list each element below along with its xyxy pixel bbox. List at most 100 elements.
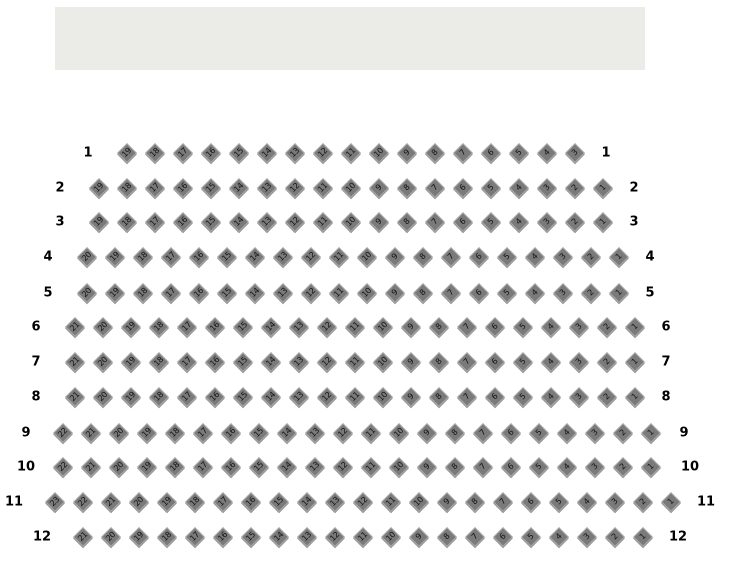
seat[interactable]: 4 [537,143,557,163]
seat[interactable]: 3 [569,387,589,407]
seat[interactable]: 8 [413,247,433,267]
seat[interactable]: 15 [217,247,237,267]
seat[interactable]: 10 [389,423,409,443]
seat[interactable]: 14 [277,423,297,443]
seat[interactable]: 11 [329,247,349,267]
seat[interactable]: 2 [613,457,633,477]
seat[interactable]: 6 [485,387,505,407]
seat[interactable]: 10 [409,492,429,512]
seat[interactable]: 5 [497,247,517,267]
seat[interactable]: 21 [65,387,85,407]
seat[interactable]: 1 [593,178,613,198]
seat[interactable]: 4 [509,212,529,232]
seat[interactable]: 19 [137,457,157,477]
seat[interactable]: 10 [373,387,393,407]
seat[interactable]: 14 [257,143,277,163]
seat[interactable]: 8 [429,387,449,407]
seat[interactable]: 9 [401,317,421,337]
seat[interactable]: 16 [213,527,233,547]
seat[interactable]: 9 [385,283,405,303]
seat[interactable]: 20 [93,387,113,407]
seat[interactable]: 13 [257,212,277,232]
seat[interactable]: 20 [109,457,129,477]
seat[interactable]: 12 [301,283,321,303]
seat[interactable]: 12 [313,143,333,163]
seat[interactable]: 5 [529,457,549,477]
seat[interactable]: 8 [429,317,449,337]
seat[interactable]: 17 [177,387,197,407]
seat[interactable]: 7 [473,457,493,477]
seat[interactable]: 11 [353,527,373,547]
seat[interactable]: 15 [249,457,269,477]
seat[interactable]: 14 [245,283,265,303]
seat[interactable]: 14 [269,527,289,547]
seat[interactable]: 14 [245,247,265,267]
seat[interactable]: 13 [325,492,345,512]
seat[interactable]: 14 [261,387,281,407]
seat[interactable]: 19 [89,212,109,232]
seat[interactable]: 4 [557,423,577,443]
seat[interactable]: 13 [289,387,309,407]
seat[interactable]: 3 [585,457,605,477]
seat[interactable]: 19 [129,527,149,547]
seat[interactable]: 9 [397,143,417,163]
seat[interactable]: 15 [233,387,253,407]
seat[interactable]: 14 [229,212,249,232]
seat[interactable]: 2 [605,527,625,547]
seat[interactable]: 1 [625,387,645,407]
seat[interactable]: 9 [369,178,389,198]
seat[interactable]: 2 [597,317,617,337]
seat[interactable]: 7 [493,492,513,512]
seat[interactable]: 1 [641,423,661,443]
seat[interactable]: 4 [557,457,577,477]
seat[interactable]: 20 [129,492,149,512]
seat[interactable]: 10 [357,283,377,303]
seat[interactable]: 12 [353,492,373,512]
seat[interactable]: 11 [329,283,349,303]
seat[interactable]: 20 [93,317,113,337]
seat[interactable]: 4 [509,178,529,198]
seat[interactable]: 16 [205,317,225,337]
seat[interactable]: 16 [173,178,193,198]
seat[interactable]: 12 [285,212,305,232]
seat[interactable]: 19 [137,423,157,443]
seat[interactable]: 13 [273,247,293,267]
seat[interactable]: 6 [485,317,505,337]
seat[interactable]: 4 [525,247,545,267]
seat[interactable]: 2 [597,387,617,407]
seat[interactable]: 16 [205,352,225,372]
seat[interactable]: 8 [397,178,417,198]
seat[interactable]: 11 [341,143,361,163]
seat[interactable]: 16 [173,212,193,232]
seat[interactable]: 3 [537,178,557,198]
seat[interactable]: 17 [185,527,205,547]
seat[interactable]: 3 [537,212,557,232]
seat[interactable]: 17 [161,247,181,267]
seat[interactable]: 2 [633,492,653,512]
seat[interactable]: 16 [189,247,209,267]
seat[interactable]: 13 [273,283,293,303]
seat[interactable]: 9 [417,457,437,477]
seat[interactable]: 13 [305,457,325,477]
seat[interactable]: 10 [341,178,361,198]
seat[interactable]: 15 [241,527,261,547]
seat[interactable]: 4 [577,492,597,512]
seat[interactable]: 20 [101,527,121,547]
seat[interactable]: 18 [117,212,137,232]
seat[interactable]: 12 [285,178,305,198]
seat[interactable]: 10 [373,352,393,372]
seat[interactable]: 16 [221,457,241,477]
seat[interactable]: 14 [277,457,297,477]
seat[interactable]: 10 [381,527,401,547]
seat[interactable]: 14 [229,178,249,198]
seat[interactable]: 7 [473,423,493,443]
seat[interactable]: 12 [317,387,337,407]
seat[interactable]: 6 [501,457,521,477]
seat[interactable]: 18 [185,492,205,512]
seat[interactable]: 16 [189,283,209,303]
seat[interactable]: 5 [481,212,501,232]
seat[interactable]: 18 [149,387,169,407]
seat[interactable]: 6 [521,492,541,512]
seat[interactable]: 21 [101,492,121,512]
seat[interactable]: 18 [157,527,177,547]
